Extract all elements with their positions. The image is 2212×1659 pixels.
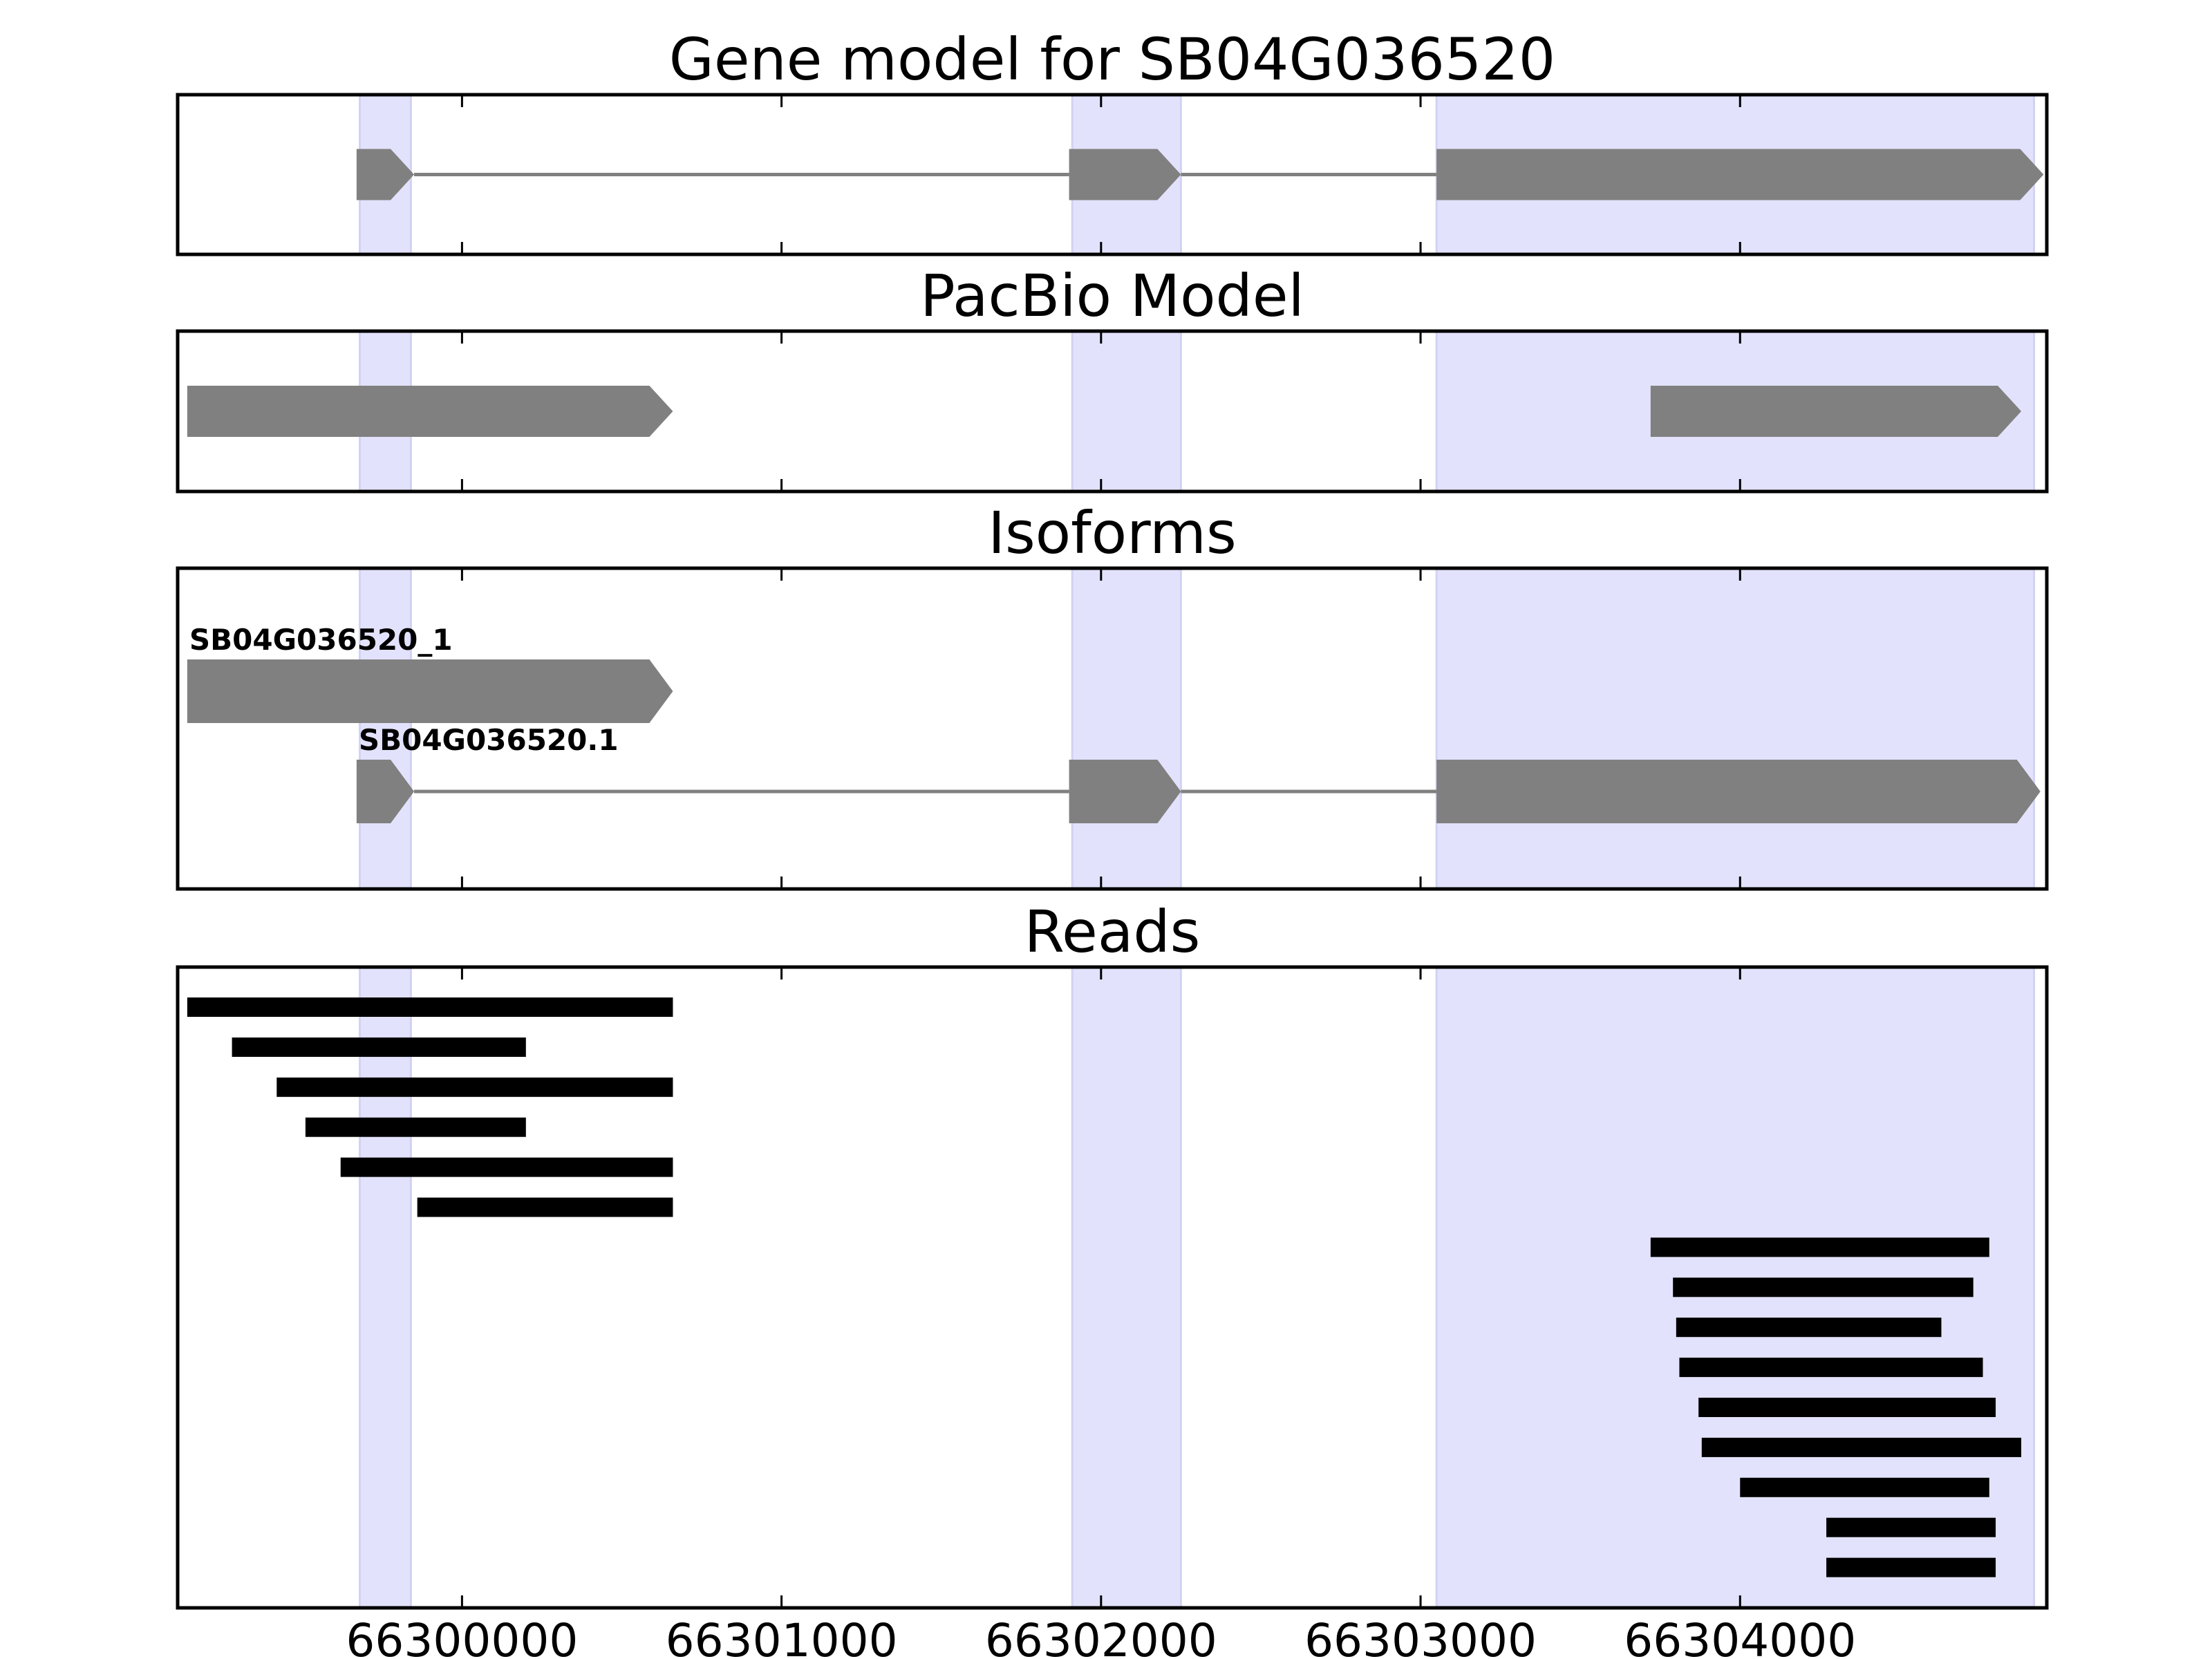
panel-1: Gene model for SB04G036520 bbox=[176, 26, 2049, 256]
x-tick-label: 66304000 bbox=[1624, 1614, 1856, 1659]
exon-block bbox=[356, 149, 415, 200]
read-bar bbox=[1698, 1398, 1996, 1417]
read-bar bbox=[1679, 1358, 1983, 1378]
panel-frame bbox=[176, 329, 2049, 494]
panel-4: Reads bbox=[176, 898, 2049, 1610]
panel-title: Reads bbox=[1024, 898, 1201, 966]
panel-title: PacBio Model bbox=[920, 262, 1304, 330]
x-tick-label: 66303000 bbox=[1304, 1614, 1537, 1659]
exon-block bbox=[1650, 386, 2022, 437]
panel-title: Isoforms bbox=[988, 499, 1237, 567]
panel-frame bbox=[176, 566, 2049, 891]
x-tick-label: 66300000 bbox=[346, 1614, 578, 1659]
read-bar bbox=[1650, 1237, 1989, 1257]
exon-block bbox=[1069, 760, 1181, 823]
highlight-region bbox=[358, 966, 412, 1609]
exon-block bbox=[187, 659, 673, 723]
read-bar bbox=[305, 1117, 526, 1137]
read-bar bbox=[1673, 1277, 1974, 1297]
read-bar bbox=[1826, 1557, 1996, 1577]
read-bar bbox=[276, 1077, 673, 1097]
exon-block bbox=[356, 760, 415, 823]
read-bar bbox=[1676, 1318, 1942, 1338]
panel-frame bbox=[176, 965, 2049, 1610]
read-bar bbox=[1740, 1477, 1989, 1497]
panel-2: PacBio Model bbox=[176, 262, 2049, 494]
read-bar bbox=[417, 1197, 673, 1217]
exon-block bbox=[187, 386, 673, 437]
highlight-region bbox=[1435, 567, 2036, 890]
highlight-region bbox=[1071, 330, 1182, 493]
panel-title: Gene model for SB04G036520 bbox=[669, 26, 1555, 93]
x-tick-label: 66301000 bbox=[666, 1614, 898, 1659]
read-bar bbox=[232, 1037, 526, 1057]
exon-block bbox=[1069, 149, 1181, 200]
panels-layer: Gene model for SB04G036520 PacBio Model Is… bbox=[176, 26, 2049, 1659]
highlight-region bbox=[1071, 966, 1182, 1609]
highlight-region bbox=[1071, 567, 1182, 890]
isoform-label: SB04G036520_1 bbox=[189, 623, 453, 657]
panel-frame bbox=[176, 93, 2049, 256]
exon-block bbox=[1436, 149, 2044, 200]
read-bar bbox=[340, 1157, 673, 1177]
isoform-label: SB04G036520.1 bbox=[359, 723, 619, 757]
x-tick-label: 66302000 bbox=[985, 1614, 1217, 1659]
read-bar bbox=[187, 997, 673, 1017]
panel-3: Isoforms SB04G036520_1 SB04G036520.1 bbox=[176, 499, 2049, 891]
read-bar bbox=[1701, 1437, 2022, 1457]
read-bar bbox=[1826, 1517, 1996, 1537]
exon-block bbox=[1436, 760, 2041, 823]
